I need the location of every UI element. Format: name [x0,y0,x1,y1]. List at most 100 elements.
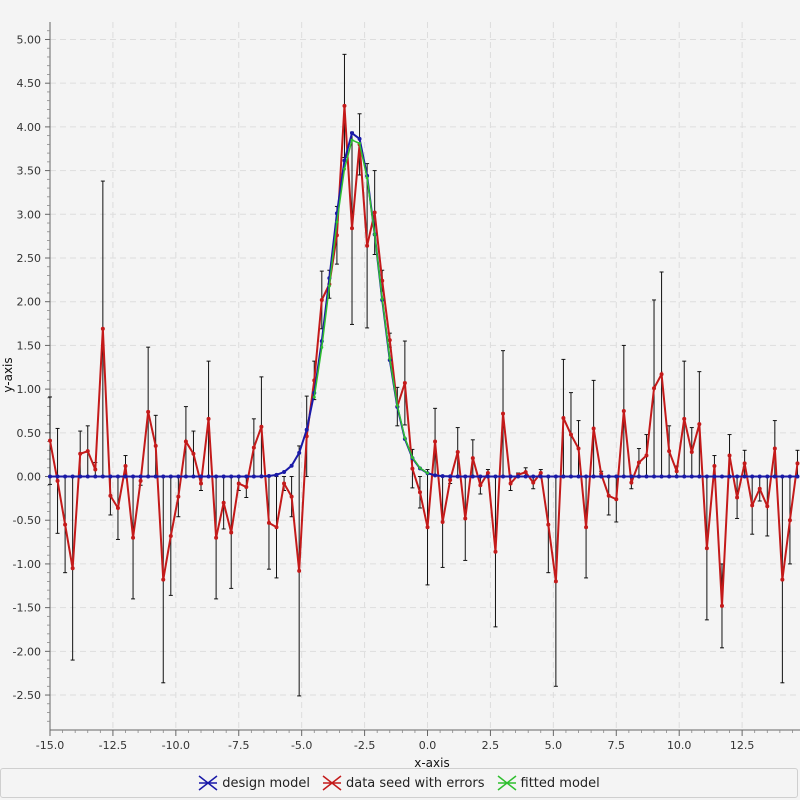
y-tick-label: 2.50 [17,252,42,265]
design-point [553,474,558,479]
data-point [176,494,181,499]
data-point [538,471,543,476]
design-point [493,474,498,479]
legend: design model data seed with errors fitte… [0,768,798,798]
design-point [123,474,128,479]
data-point [546,522,551,527]
data-point [795,461,800,466]
y-tick-label: -1.00 [13,558,41,571]
data-point [463,516,468,521]
data-point [131,535,136,540]
y-tick-label: -2.00 [13,645,41,658]
design-point [251,474,256,479]
design-point [214,474,219,479]
design-point [176,474,181,479]
chart-plot: -2.50 -2.00 -1.50 -1.00 -0.50 0.00 0.50 1.00 1.5… [1,22,800,768]
data-seed-line [49,105,799,606]
design-point [282,470,287,475]
data-point [727,453,732,458]
design-point [667,474,672,479]
design-point [591,474,596,479]
data-point [652,386,657,391]
design-point [48,474,52,479]
design-point [161,474,166,479]
data-point [138,478,143,483]
x-axis-label: x-axis [414,756,449,768]
design-point [115,474,120,479]
data-point [387,338,392,343]
data-point [146,409,151,414]
design-point [168,474,173,479]
fitted-point [342,167,346,171]
fitted-point [388,356,392,360]
data-seed-swatch-icon [322,775,342,791]
data-point [153,443,158,448]
fitted-point [426,471,430,475]
data-point [455,450,460,455]
design-point [138,474,143,479]
data-point [440,519,445,524]
y-tick-label: 4.50 [17,77,42,90]
design-point [266,473,271,478]
design-point [131,474,136,479]
legend-item-fitted-model[interactable]: fitted model [497,775,600,791]
design-point [206,474,211,479]
legend-item-data-seed[interactable]: data seed with errors [322,775,485,791]
design-point [742,474,747,479]
data-point [561,415,566,420]
data-point [297,568,302,573]
design-point [576,474,581,479]
fitted-point [403,436,407,440]
x-tick-label: 10.0 [667,739,692,752]
design-point [485,474,490,479]
design-point [478,474,483,479]
design-point [584,474,589,479]
data-point [108,493,113,498]
data-point [55,478,60,483]
design-point [297,450,302,455]
grid [49,22,800,730]
design-point [508,474,513,479]
design-point [659,474,664,479]
design-point [757,474,762,479]
data-point [659,372,664,377]
y-tick-label: 5.00 [17,33,42,46]
data-point [531,480,536,485]
x-tick-label: -7.5 [228,739,249,752]
x-tick-label: 5.0 [545,739,563,752]
design-point [750,474,755,479]
axes: -2.50 -2.00 -1.50 -1.00 -0.50 0.00 0.50 1.00 1.5… [13,22,800,752]
design-point [433,473,438,478]
design-point [55,474,60,479]
data-point [697,422,702,427]
data-point [772,446,777,451]
y-tick-label: 2.00 [17,296,42,309]
y-tick-label: 1.50 [17,339,42,352]
data-point [251,445,256,450]
data-point [621,408,626,413]
data-point [221,500,226,505]
data-point [70,566,75,571]
data-point [206,416,211,421]
data-point [765,504,770,509]
legend-label: fitted model [520,775,600,791]
fitted-point [380,297,384,301]
fitted-model-swatch-icon [497,775,516,791]
design-point [440,474,445,479]
design-point [523,474,528,479]
data-point [667,449,672,454]
data-point [100,326,105,331]
design-point [229,474,234,479]
design-point [357,136,362,141]
data-point [553,579,558,584]
data-point [591,426,596,431]
data-point [704,546,709,551]
x-tick-label: 0.0 [419,739,437,752]
legend-item-design-model[interactable]: design model [198,775,310,791]
design-point [674,474,679,479]
data-point [470,456,475,461]
design-point [183,474,188,479]
design-point [289,463,294,468]
fitted-point [327,284,331,288]
fitted-point [365,176,369,180]
